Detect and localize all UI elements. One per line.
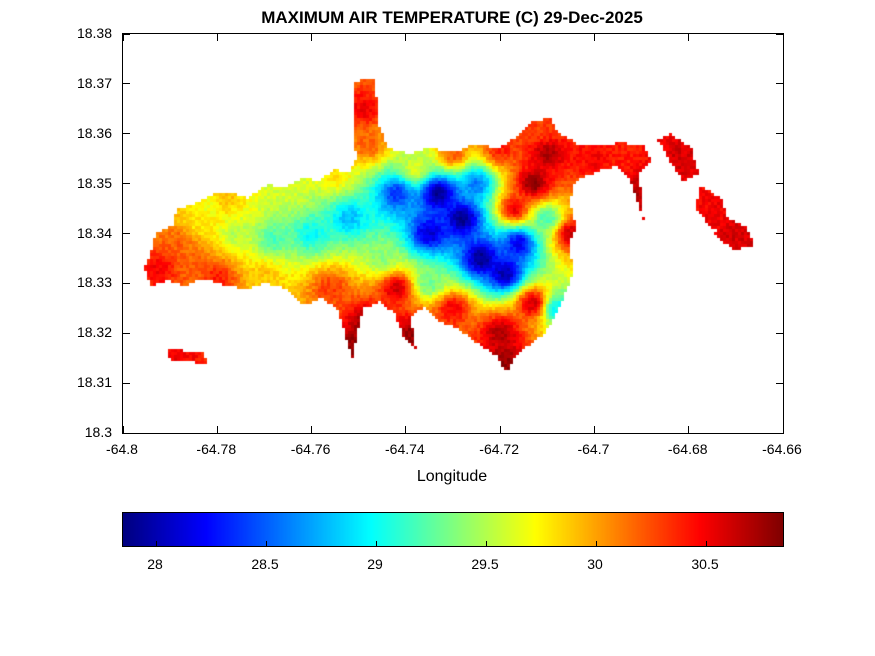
x-tick-label: -64.66 xyxy=(762,441,802,457)
axis-tick-mark xyxy=(123,432,130,434)
axis-tick-mark xyxy=(593,34,595,41)
axis-tick-mark xyxy=(688,34,690,41)
x-tick-label: -64.72 xyxy=(479,441,519,457)
axis-tick-mark xyxy=(776,332,783,334)
axis-tick-mark xyxy=(123,233,130,234)
axis-tick-mark xyxy=(265,541,267,546)
axis-tick-mark xyxy=(485,541,487,546)
axis-tick-mark xyxy=(216,34,218,41)
y-tick-label: 18.34 xyxy=(76,224,112,241)
axis-tick-mark xyxy=(776,183,783,185)
colorbar-tick-label: 30 xyxy=(587,556,603,572)
axis-tick-mark xyxy=(776,382,783,384)
chart-title: MAXIMUM AIR TEMPERATURE (C) 29-Dec-2025 xyxy=(261,8,643,27)
axis-tick-mark xyxy=(595,541,597,546)
y-tick-label: 18.37 xyxy=(76,74,112,91)
axis-tick-mark xyxy=(776,33,783,35)
x-tick-label: -64.8 xyxy=(106,441,138,457)
axis-tick-mark xyxy=(782,426,784,433)
axis-tick-mark xyxy=(705,541,707,546)
colorbar-canvas xyxy=(123,513,783,546)
colorbar-tick-label: 29 xyxy=(367,556,383,572)
axis-tick-mark xyxy=(123,133,130,135)
axis-tick-mark xyxy=(311,426,313,433)
y-tick-label: 18.35 xyxy=(76,174,112,191)
x-tick-label: -64.78 xyxy=(196,441,237,457)
axis-tick-mark xyxy=(499,426,501,433)
x-tick-label: -64.74 xyxy=(384,441,425,457)
axis-tick-mark xyxy=(776,432,783,434)
colorbar-tick-label: 29.5 xyxy=(471,556,499,572)
y-tick-label: 18.32 xyxy=(76,324,112,341)
axis-tick-mark xyxy=(122,34,124,41)
colorbar-tick-label: 28 xyxy=(147,556,163,572)
x-tick-label: -64.76 xyxy=(290,441,331,457)
plot-area xyxy=(122,33,784,434)
x-tick-label: -64.68 xyxy=(667,441,708,457)
axis-tick-mark xyxy=(405,34,407,41)
axis-tick-mark xyxy=(123,332,130,334)
y-tick-label: 18.3 xyxy=(84,424,112,440)
axis-tick-mark xyxy=(375,541,377,546)
axis-tick-mark xyxy=(155,541,157,546)
axis-tick-mark xyxy=(123,183,130,185)
axis-tick-mark xyxy=(123,382,130,384)
colorbar-tick-label: 28.5 xyxy=(251,556,279,572)
axis-tick-mark xyxy=(123,282,130,284)
axis-tick-mark xyxy=(776,282,783,284)
heatmap-canvas xyxy=(123,34,783,433)
axis-tick-mark xyxy=(311,34,313,41)
axis-tick-mark xyxy=(123,33,130,35)
colorbar xyxy=(122,512,784,547)
axis-tick-mark xyxy=(688,426,690,433)
x-tick-label: -64.7 xyxy=(577,441,610,457)
y-tick-label: 18.31 xyxy=(76,374,112,391)
axis-tick-mark xyxy=(123,83,130,85)
axis-tick-mark xyxy=(776,133,783,135)
axis-tick-mark xyxy=(405,426,407,433)
x-axis-label: Longitude xyxy=(416,468,488,485)
colorbar-tick-label: 30.5 xyxy=(691,556,719,572)
y-tick-label: 18.36 xyxy=(76,124,112,141)
axis-tick-mark xyxy=(782,34,784,41)
axis-tick-mark xyxy=(499,34,501,41)
axis-tick-mark xyxy=(593,426,595,433)
axis-tick-mark xyxy=(122,426,124,433)
axis-tick-mark xyxy=(216,426,218,433)
axis-tick-mark xyxy=(776,83,783,85)
axis-tick-mark xyxy=(776,233,783,234)
y-tick-label: 18.33 xyxy=(76,274,112,291)
y-tick-label: 18.38 xyxy=(76,25,112,41)
